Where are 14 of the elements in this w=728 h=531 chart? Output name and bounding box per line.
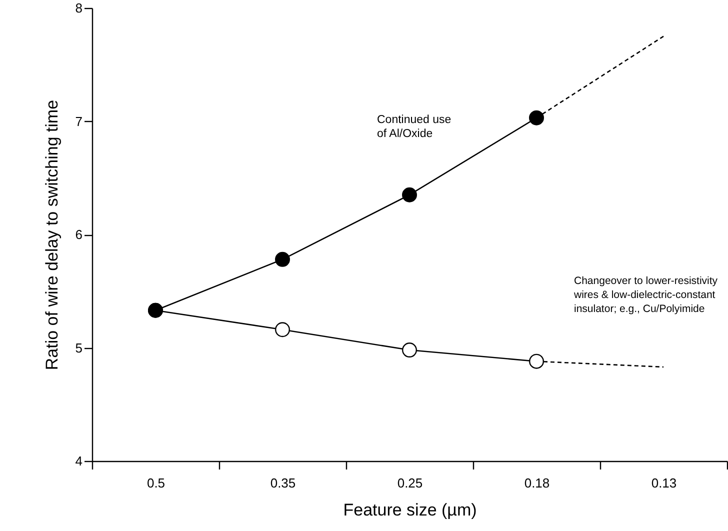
x-tick-label: 0.13 xyxy=(651,476,677,490)
y-tick-label: 7 xyxy=(75,114,82,129)
annotation: Continued use of Al/Oxide xyxy=(377,114,452,140)
x-tick-label: 0.25 xyxy=(397,476,423,490)
annotation: Changeover to lower-resistivity wires & low-dielectric-constant insulator; e.g., Cu/Polyimide xyxy=(573,275,718,315)
y-tick-label: 6 xyxy=(75,227,82,242)
x-tick-label: 0.18 xyxy=(524,476,550,490)
y-tick-label: 5 xyxy=(75,340,82,356)
x-tick-label: 0.35 xyxy=(270,476,296,490)
y-axis-title: Ratio of wire delay to switching time xyxy=(42,100,62,370)
x-tick-label: 0.5 xyxy=(146,476,166,490)
x-axis-title: Feature size (µm) xyxy=(343,500,477,520)
y-tick-label: 4 xyxy=(75,454,82,468)
y-tick-label: 8 xyxy=(75,0,82,16)
